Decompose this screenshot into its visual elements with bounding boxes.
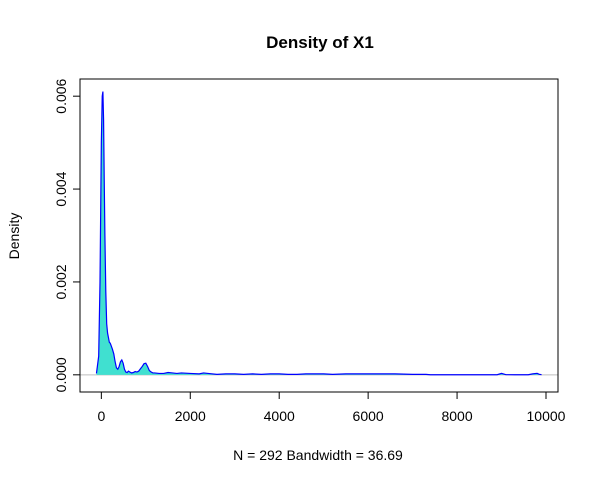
density-line (95, 91, 542, 376)
plot-frame (79, 78, 559, 393)
y-tick-label: 0.006 (53, 78, 69, 113)
y-tick-label: 0.002 (53, 264, 69, 299)
x-tick-label: 2000 (175, 408, 206, 424)
y-tick-label: 0.000 (53, 357, 69, 392)
x-tick-label: 8000 (441, 408, 472, 424)
y-tick-label: 0.004 (53, 171, 69, 206)
x-axis-label: N = 292 Bandwidth = 36.69 (233, 447, 403, 463)
chart-title: Density of X1 (266, 33, 374, 52)
x-tick-label: 0 (97, 408, 105, 424)
x-tick-label: 6000 (353, 408, 384, 424)
y-axis-label: Density (6, 213, 22, 260)
plot-area (80, 91, 558, 376)
y-axis: 0.000 0.002 0.004 0.006 (53, 78, 81, 392)
x-tick-label: 10000 (527, 408, 566, 424)
x-axis: 0 2000 4000 6000 8000 10000 (97, 391, 566, 424)
density-fill-area (96, 91, 542, 375)
x-tick-label: 4000 (264, 408, 295, 424)
